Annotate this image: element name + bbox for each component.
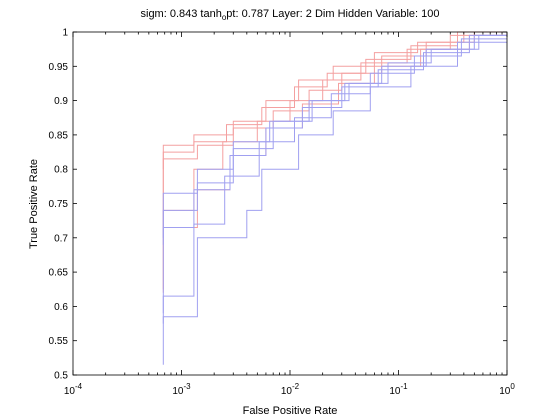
x-tick-label: 10-3: [172, 382, 191, 397]
chart-title-pre: sigm: 0.843 tanh: [141, 8, 222, 20]
plot-frame: [72, 31, 508, 376]
roc-curve-tanh-7: [162, 34, 507, 245]
y-tick-label: 0.95: [49, 62, 69, 73]
x-tick-label-exponent: -1: [401, 382, 409, 391]
series-layer: [162, 31, 507, 365]
y-tick-label: 0.9: [54, 96, 68, 107]
y-tick-label: 0.85: [49, 130, 69, 141]
x-tick-label-base: 10: [281, 386, 293, 397]
y-tick-label: 0.6: [54, 302, 68, 313]
x-tick-label-exponent: -3: [184, 382, 192, 391]
x-tick-label: 10-1: [389, 382, 408, 397]
chart-title-post: pt: 0.787 Layer: 2 Dim Hidden Variable: …: [226, 8, 439, 20]
roc-curve-tanh-10: [162, 41, 507, 324]
x-axis-label: False Positive Rate: [243, 405, 338, 417]
y-tick-label: 0.7: [54, 233, 68, 244]
y-tick-label: 0.55: [49, 336, 69, 347]
chart-title: sigm: 0.843 tanhopt: 0.787 Layer: 2 Dim …: [141, 8, 440, 22]
x-tick-label-base: 10: [499, 386, 511, 397]
roc-curve-sigm-3: [162, 31, 507, 170]
y-tick-label: 0.5: [54, 371, 68, 382]
x-tick-label: 10-2: [281, 382, 300, 397]
y-tick-label: 0.75: [49, 199, 69, 210]
y-axis-label: True Positive Rate: [28, 159, 40, 249]
x-tick-label-exponent: 0: [510, 382, 515, 391]
roc-curve-sigm-1: [162, 31, 507, 293]
roc-curve-sigm-2: [162, 31, 507, 290]
roc-curve-sigm-4: [162, 34, 507, 238]
x-tick-label-base: 10: [172, 386, 184, 397]
y-tick-label: 0.8: [54, 165, 68, 176]
x-tick-label: 10-4: [64, 382, 83, 397]
chart-title-sub: o: [222, 13, 227, 22]
roc-curve-tanh-9: [162, 38, 507, 314]
tick-labels-layer: 0.50.550.60.650.70.750.80.850.90.95110-4…: [49, 28, 516, 398]
y-tick-label: 0.65: [49, 268, 69, 279]
x-tick-label-exponent: -2: [292, 382, 300, 391]
y-tick-label: 1: [62, 28, 68, 39]
x-tick-label-base: 10: [64, 386, 76, 397]
x-tick-label: 100: [499, 382, 515, 397]
roc-curve-tanh-8: [162, 34, 507, 238]
x-tick-label-base: 10: [389, 386, 401, 397]
x-tick-label-exponent: -4: [75, 382, 83, 391]
